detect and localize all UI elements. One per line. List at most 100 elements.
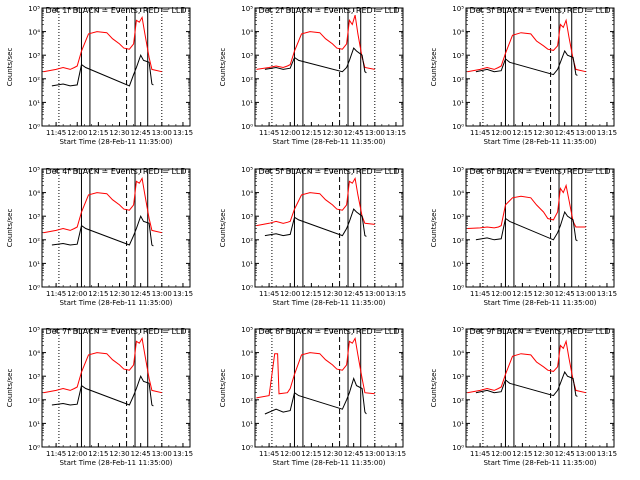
y-axis-label: Counts/sec: [430, 48, 438, 87]
y-tick-label: 10⁵: [241, 5, 253, 13]
detector-panel: 10⁰ 10¹ 10² 10³ 10⁴ 10⁵ 11:45 12:00 12:15 12:30 12…: [430, 5, 617, 146]
lld-series-line: [43, 15, 162, 73]
y-tick-label: 10¹: [452, 420, 464, 428]
y-tick-label: 10³: [241, 213, 253, 221]
y-tick-label: 10¹: [28, 260, 40, 268]
x-tick-label: 12:45: [131, 129, 151, 137]
x-tick-label: 12:45: [131, 290, 151, 298]
y-tick-label: 10⁵: [452, 5, 464, 13]
x-tick-label: 12:00: [67, 290, 87, 298]
x-tick-label: 11:45: [259, 290, 279, 298]
panel-title: Det 6f BLACK = Events, RED = LLD: [469, 167, 610, 176]
x-axis-label: Start Time (28-Feb-11 11:35:00): [59, 299, 172, 307]
x-tick-label: 13:00: [365, 450, 385, 458]
y-tick-label: 10⁴: [452, 350, 464, 358]
y-axis-label: Counts/sec: [430, 369, 438, 408]
y-tick-label: 10²: [28, 76, 40, 84]
events-series-line: [475, 370, 578, 397]
plot-frame: [41, 328, 191, 448]
y-tick-label: 10¹: [452, 99, 464, 107]
y-tick-label: 10⁵: [241, 166, 253, 174]
y-tick-label: 10⁵: [28, 326, 40, 334]
x-tick-label: 12:00: [491, 450, 511, 458]
detector-panel: 10⁰ 10¹ 10² 10³ 10⁴ 10⁵ 11:45 12:00 12:15 12:30 12…: [219, 166, 406, 307]
y-tick-label: 10²: [241, 76, 253, 84]
y-tick-label: 10¹: [28, 420, 40, 428]
x-tick-label: 12:00: [67, 129, 87, 137]
events-series-line: [51, 374, 154, 407]
x-tick-label: 12:15: [88, 290, 108, 298]
x-tick-label: 12:00: [67, 450, 87, 458]
plot-frame: [254, 328, 404, 448]
x-tick-label: 12:45: [555, 450, 575, 458]
y-tick-label: 10⁰: [28, 123, 40, 131]
x-axis-label: Start Time (28-Feb-11 11:35:00): [59, 138, 172, 146]
x-tick-label: 12:15: [512, 129, 532, 137]
lld-series-line: [256, 14, 375, 70]
y-tick-label: 10²: [28, 237, 40, 245]
panel-title: Det 5f BLACK = Events, RED = LLD: [258, 167, 399, 176]
y-tick-label: 10²: [452, 76, 464, 84]
y-axis-label: Counts/sec: [219, 369, 227, 408]
y-axis-label: Counts/sec: [6, 369, 14, 408]
y-tick-label: 10²: [241, 237, 253, 245]
y-tick-label: 10⁵: [28, 5, 40, 13]
events-series-line: [51, 53, 154, 87]
y-tick-label: 10³: [28, 52, 40, 60]
y-tick-label: 10¹: [28, 99, 40, 107]
panel-title: Det 3f BLACK = Events, RED = LLD: [469, 6, 610, 15]
y-axis-label: Counts/sec: [430, 209, 438, 248]
y-tick-label: 10³: [241, 373, 253, 381]
detector-panel: 10⁰ 10¹ 10² 10³ 10⁴ 10⁵ 11:45 12:00 12:15 12:30 12…: [430, 166, 617, 307]
x-tick-label: 12:00: [280, 129, 300, 137]
x-axis-label: Start Time (28-Feb-11 11:35:00): [483, 138, 596, 146]
x-tick-label: 12:30: [322, 129, 342, 137]
x-tick-label: 13:15: [386, 129, 406, 137]
x-tick-label: 11:45: [46, 450, 66, 458]
x-tick-label: 12:30: [322, 290, 342, 298]
x-axis-label: Start Time (28-Feb-11 11:35:00): [272, 138, 385, 146]
y-tick-label: 10⁵: [28, 166, 40, 174]
x-tick-label: 12:15: [301, 450, 321, 458]
detector-panel: 10⁰ 10¹ 10² 10³ 10⁴ 10⁵ 11:45 12:00 12:15 12:30 12…: [219, 326, 406, 467]
y-tick-label: 10⁰: [28, 284, 40, 292]
y-tick-label: 10²: [28, 397, 40, 405]
detector-panel: 10⁰ 10¹ 10² 10³ 10⁴ 10⁵ 11:45 12:00 12:15 12:30 12…: [6, 326, 193, 467]
y-tick-label: 10⁴: [241, 350, 253, 358]
x-tick-label: 12:00: [491, 129, 511, 137]
x-tick-label: 13:15: [597, 290, 617, 298]
y-tick-label: 10⁵: [241, 326, 253, 334]
y-tick-label: 10³: [241, 52, 253, 60]
y-tick-label: 10³: [452, 213, 464, 221]
y-tick-label: 10³: [452, 373, 464, 381]
x-tick-label: 12:30: [533, 290, 553, 298]
x-tick-label: 13:00: [152, 290, 172, 298]
x-tick-label: 13:00: [576, 129, 596, 137]
y-tick-label: 10⁵: [452, 326, 464, 334]
y-tick-label: 10⁰: [241, 284, 253, 292]
plot-frame: [254, 7, 404, 127]
y-tick-label: 10⁰: [241, 444, 253, 452]
x-tick-label: 12:30: [109, 290, 129, 298]
y-axis-label: Counts/sec: [219, 48, 227, 87]
x-tick-label: 13:15: [597, 450, 617, 458]
events-series-line: [264, 376, 367, 415]
x-tick-label: 12:45: [344, 290, 364, 298]
x-tick-label: 12:30: [533, 129, 553, 137]
y-tick-label: 10⁴: [452, 29, 464, 37]
x-tick-label: 13:00: [576, 290, 596, 298]
x-tick-label: 13:00: [576, 450, 596, 458]
x-tick-label: 13:00: [152, 450, 172, 458]
plot-frame: [254, 168, 404, 288]
y-tick-label: 10²: [452, 237, 464, 245]
y-tick-label: 10¹: [241, 260, 253, 268]
x-tick-label: 13:15: [386, 290, 406, 298]
y-tick-label: 10⁴: [241, 29, 253, 37]
x-tick-label: 11:45: [470, 450, 490, 458]
y-tick-label: 10³: [28, 373, 40, 381]
x-axis-label: Start Time (28-Feb-11 11:35:00): [272, 459, 385, 467]
detector-panel: 10⁰ 10¹ 10² 10³ 10⁴ 10⁵ 11:45 12:00 12:15 12:30 12…: [430, 326, 617, 467]
x-tick-label: 13:15: [386, 450, 406, 458]
y-tick-label: 10⁴: [241, 190, 253, 198]
y-tick-label: 10¹: [241, 99, 253, 107]
